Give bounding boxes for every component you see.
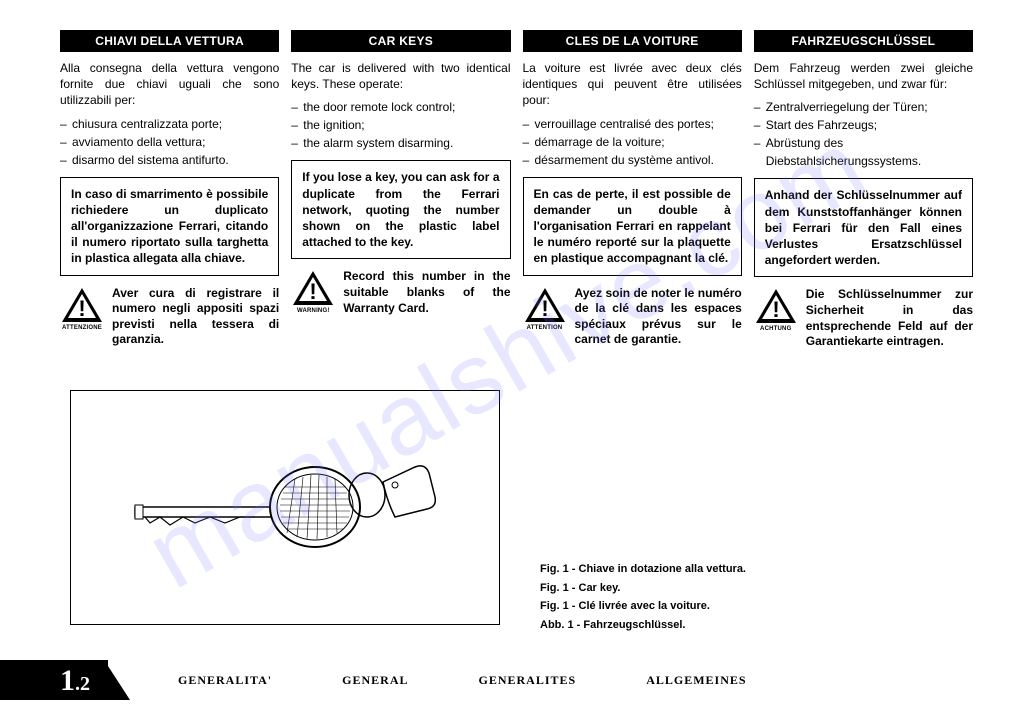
intro-en: The car is delivered with two identical … <box>291 60 510 92</box>
header-it: CHIAVI DELLA VETTURA <box>60 30 279 52</box>
footer-label: ALLGEMEINES <box>646 673 746 688</box>
warning-text: Aver cura di registrare il numero negli … <box>112 286 279 348</box>
warning-label: WARNING! <box>291 308 335 314</box>
figure-captions: Fig. 1 - Chiave in dotazione alla vettur… <box>540 560 746 635</box>
warning-icon: ! WARNING! <box>291 269 335 314</box>
warning-en: ! WARNING! Record this number in the sui… <box>291 269 510 316</box>
list-item: the ignition; <box>303 116 510 134</box>
page-footer: 1.2 GENERALITA' GENERAL GENERALITES ALLG… <box>0 660 1013 700</box>
footer-label: GENERAL <box>342 673 408 688</box>
warning-text: Die Schlüsselnummer zur Sicherheit in da… <box>806 287 973 349</box>
list-item: Start des Fahrzeugs; <box>766 116 973 134</box>
col-en: CAR KEYS The car is delivered with two i… <box>291 30 510 350</box>
header-fr: CLES DE LA VOITURE <box>523 30 742 52</box>
warning-label: ACHTUNG <box>754 326 798 332</box>
footer-label: GENERALITA' <box>178 673 272 688</box>
page-content: CHIAVI DELLA VETTURA Alla consegna della… <box>0 0 1013 720</box>
page-number-major: 1 <box>60 664 75 697</box>
list-fr: –verrouillage centralisé des portes; –dé… <box>523 115 742 169</box>
intro-de: Dem Fahrzeug werden zwei gleiche Schlüss… <box>754 60 973 92</box>
caption: Fig. 1 - Clé livrée avec la voiture. <box>540 597 746 616</box>
list-item: Zentralverriegelung der Türen; <box>766 98 973 116</box>
col-fr: CLES DE LA VOITURE La voiture est livrée… <box>523 30 742 350</box>
header-de: FAHRZEUGSCHLÜSSEL <box>754 30 973 52</box>
svg-text:!: ! <box>772 297 779 322</box>
list-item: the door remote lock control; <box>303 98 510 116</box>
svg-text:!: ! <box>541 296 548 321</box>
list-item: disarmo del sistema antifurto. <box>72 151 279 169</box>
svg-text:!: ! <box>78 296 85 321</box>
warning-fr: ! ATTENTION Ayez soin de noter le numéro… <box>523 286 742 348</box>
footer-label: GENERALITES <box>478 673 576 688</box>
warning-label: ATTENTION <box>523 325 567 331</box>
list-de: –Zentralverriegelung der Türen; –Start d… <box>754 98 973 170</box>
intro-fr: La voiture est livrée avec deux clés ide… <box>523 60 742 109</box>
warning-text: Ayez soin de noter le numéro de la clé d… <box>575 286 742 348</box>
caption: Abb. 1 - Fahrzeugschlüssel. <box>540 616 746 635</box>
warning-icon: ! ATTENTION <box>523 286 567 331</box>
intro-it: Alla consegna della vettura vengono forn… <box>60 60 279 109</box>
footer-section-labels: GENERALITA' GENERAL GENERALITES ALLGEMEI… <box>178 673 747 688</box>
warning-label: ATTENZIONE <box>60 325 104 331</box>
language-columns: CHIAVI DELLA VETTURA Alla consegna della… <box>60 30 973 350</box>
caption: Fig. 1 - Car key. <box>540 579 746 598</box>
list-it: –chiusura centralizzata porte; –avviamen… <box>60 115 279 169</box>
list-item: avviamento della vettura; <box>72 133 279 151</box>
page-number-tab: 1.2 <box>0 660 108 700</box>
box-de: Anhand der Schlüsselnummer auf dem Kunst… <box>754 178 973 277</box>
list-item: désarmement du système antivol. <box>535 151 742 169</box>
list-item: démarrage de la voiture; <box>535 133 742 151</box>
box-en: If you lose a key, you can ask for a dup… <box>291 160 510 259</box>
list-item: verrouillage centralisé des portes; <box>535 115 742 133</box>
figure-keys <box>70 390 500 625</box>
list-item: chiusura centralizzata porte; <box>72 115 279 133</box>
warning-icon: ! ATTENZIONE <box>60 286 104 331</box>
svg-text:!: ! <box>310 279 317 304</box>
box-fr: En cas de perte, il est possible de dema… <box>523 177 742 276</box>
warning-de: ! ACHTUNG Die Schlüsselnummer zur Sicher… <box>754 287 973 349</box>
warning-icon: ! ACHTUNG <box>754 287 798 332</box>
page-number-minor: .2 <box>75 673 90 695</box>
list-item: the alarm system disarming. <box>303 134 510 152</box>
box-it: In caso di smarrimento è possibile richi… <box>60 177 279 276</box>
list-item: Abrüstung des Diebstahlsicherungssystems… <box>766 134 973 170</box>
col-it: CHIAVI DELLA VETTURA Alla consegna della… <box>60 30 279 350</box>
header-en: CAR KEYS <box>291 30 510 52</box>
col-de: FAHRZEUGSCHLÜSSEL Dem Fahrzeug werden zw… <box>754 30 973 350</box>
list-en: –the door remote lock control; –the igni… <box>291 98 510 152</box>
warning-it: ! ATTENZIONE Aver cura di registrare il … <box>60 286 279 348</box>
warning-text: Record this number in the suitable blank… <box>343 269 510 316</box>
caption: Fig. 1 - Chiave in dotazione alla vettur… <box>540 560 746 579</box>
key-illustration <box>115 437 455 577</box>
